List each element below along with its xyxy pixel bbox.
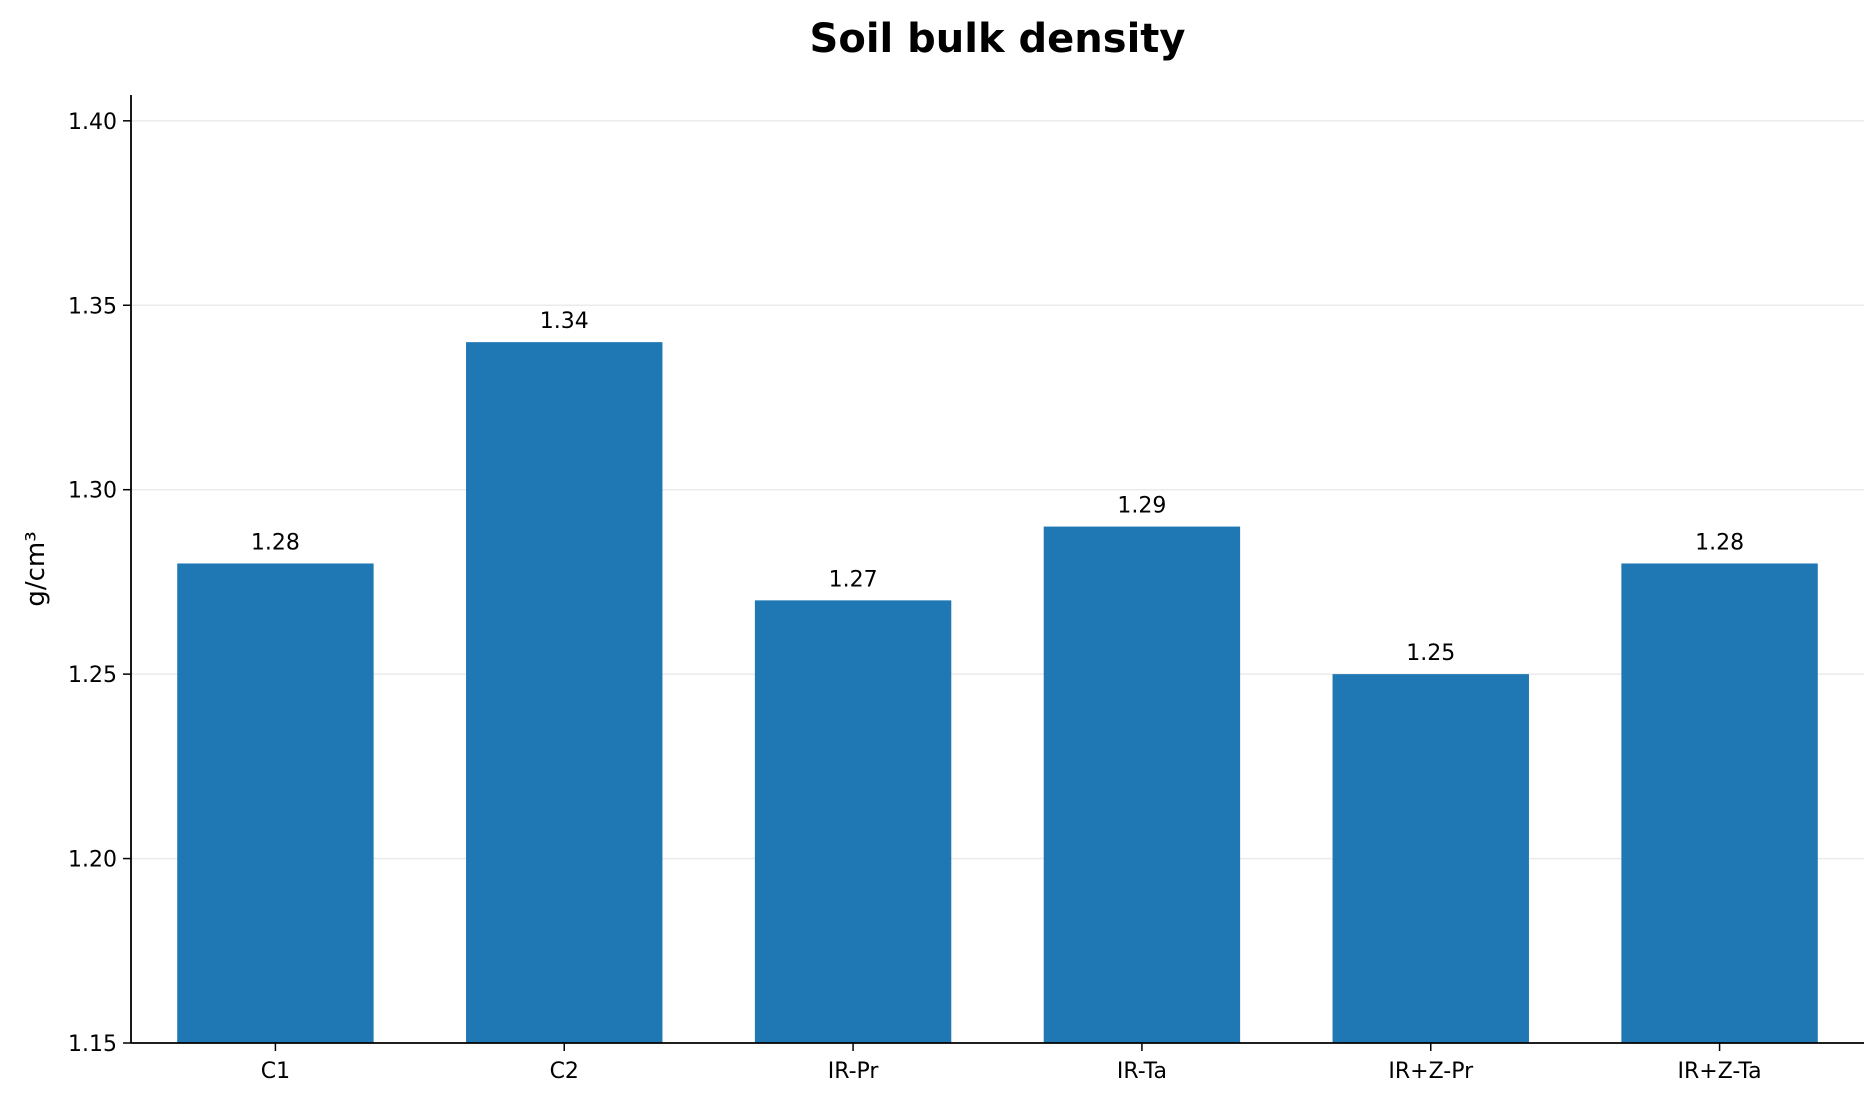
y-tick-label: 1.25	[68, 663, 117, 688]
x-tick-label: C1	[261, 1059, 290, 1084]
bars	[177, 342, 1818, 1043]
x-tick-label: IR+Z-Ta	[1678, 1059, 1762, 1084]
bar-value-label: 1.28	[251, 530, 300, 555]
bar-value-label: 1.34	[540, 309, 589, 334]
y-tick-label: 1.15	[68, 1032, 117, 1057]
axes	[130, 95, 1864, 1044]
bar-c2	[466, 342, 663, 1043]
x-tick-label: IR+Z-Pr	[1388, 1059, 1474, 1084]
bar-ir-z-ta	[1621, 563, 1818, 1043]
chart-title: Soil bulk density	[810, 16, 1186, 62]
y-tick-label: 1.35	[68, 294, 117, 319]
bar-value-label: 1.29	[1117, 494, 1166, 519]
x-tick-label: IR-Ta	[1117, 1059, 1167, 1084]
value-labels: 1.28 1.34 1.27 1.29 1.25 1.28	[251, 309, 1744, 666]
y-tick-label: 1.40	[68, 110, 117, 135]
x-tick-label: IR-Pr	[828, 1059, 880, 1084]
x-tick-label: C2	[550, 1059, 579, 1084]
ticks: 1.15 1.20 1.25 1.30 1.35 1.40 C1 C2 IR-Pr IR-Ta IR…	[68, 110, 1762, 1084]
bar-c1	[177, 563, 374, 1043]
y-axis-title: g/cm³	[21, 531, 51, 606]
y-tick-label: 1.30	[68, 479, 117, 504]
bar-value-label: 1.28	[1695, 530, 1744, 555]
bar-ir-ta	[1043, 526, 1241, 1043]
bar-ir-z-pr	[1332, 674, 1529, 1043]
bar-value-label: 1.25	[1406, 641, 1455, 666]
bar-value-label: 1.27	[829, 567, 878, 592]
bar-ir-pr	[754, 600, 952, 1043]
y-tick-label: 1.20	[68, 848, 117, 873]
gridlines	[131, 120, 1864, 1044]
